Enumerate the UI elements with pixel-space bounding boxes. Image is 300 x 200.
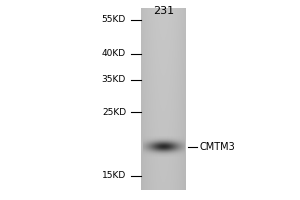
Text: 25KD: 25KD [102,108,126,116]
Text: 15KD: 15KD [102,171,126,180]
Text: 55KD: 55KD [102,16,126,24]
Text: 35KD: 35KD [102,75,126,84]
Text: 231: 231 [153,6,174,16]
Text: CMTM3: CMTM3 [200,142,235,152]
Text: 40KD: 40KD [102,49,126,58]
